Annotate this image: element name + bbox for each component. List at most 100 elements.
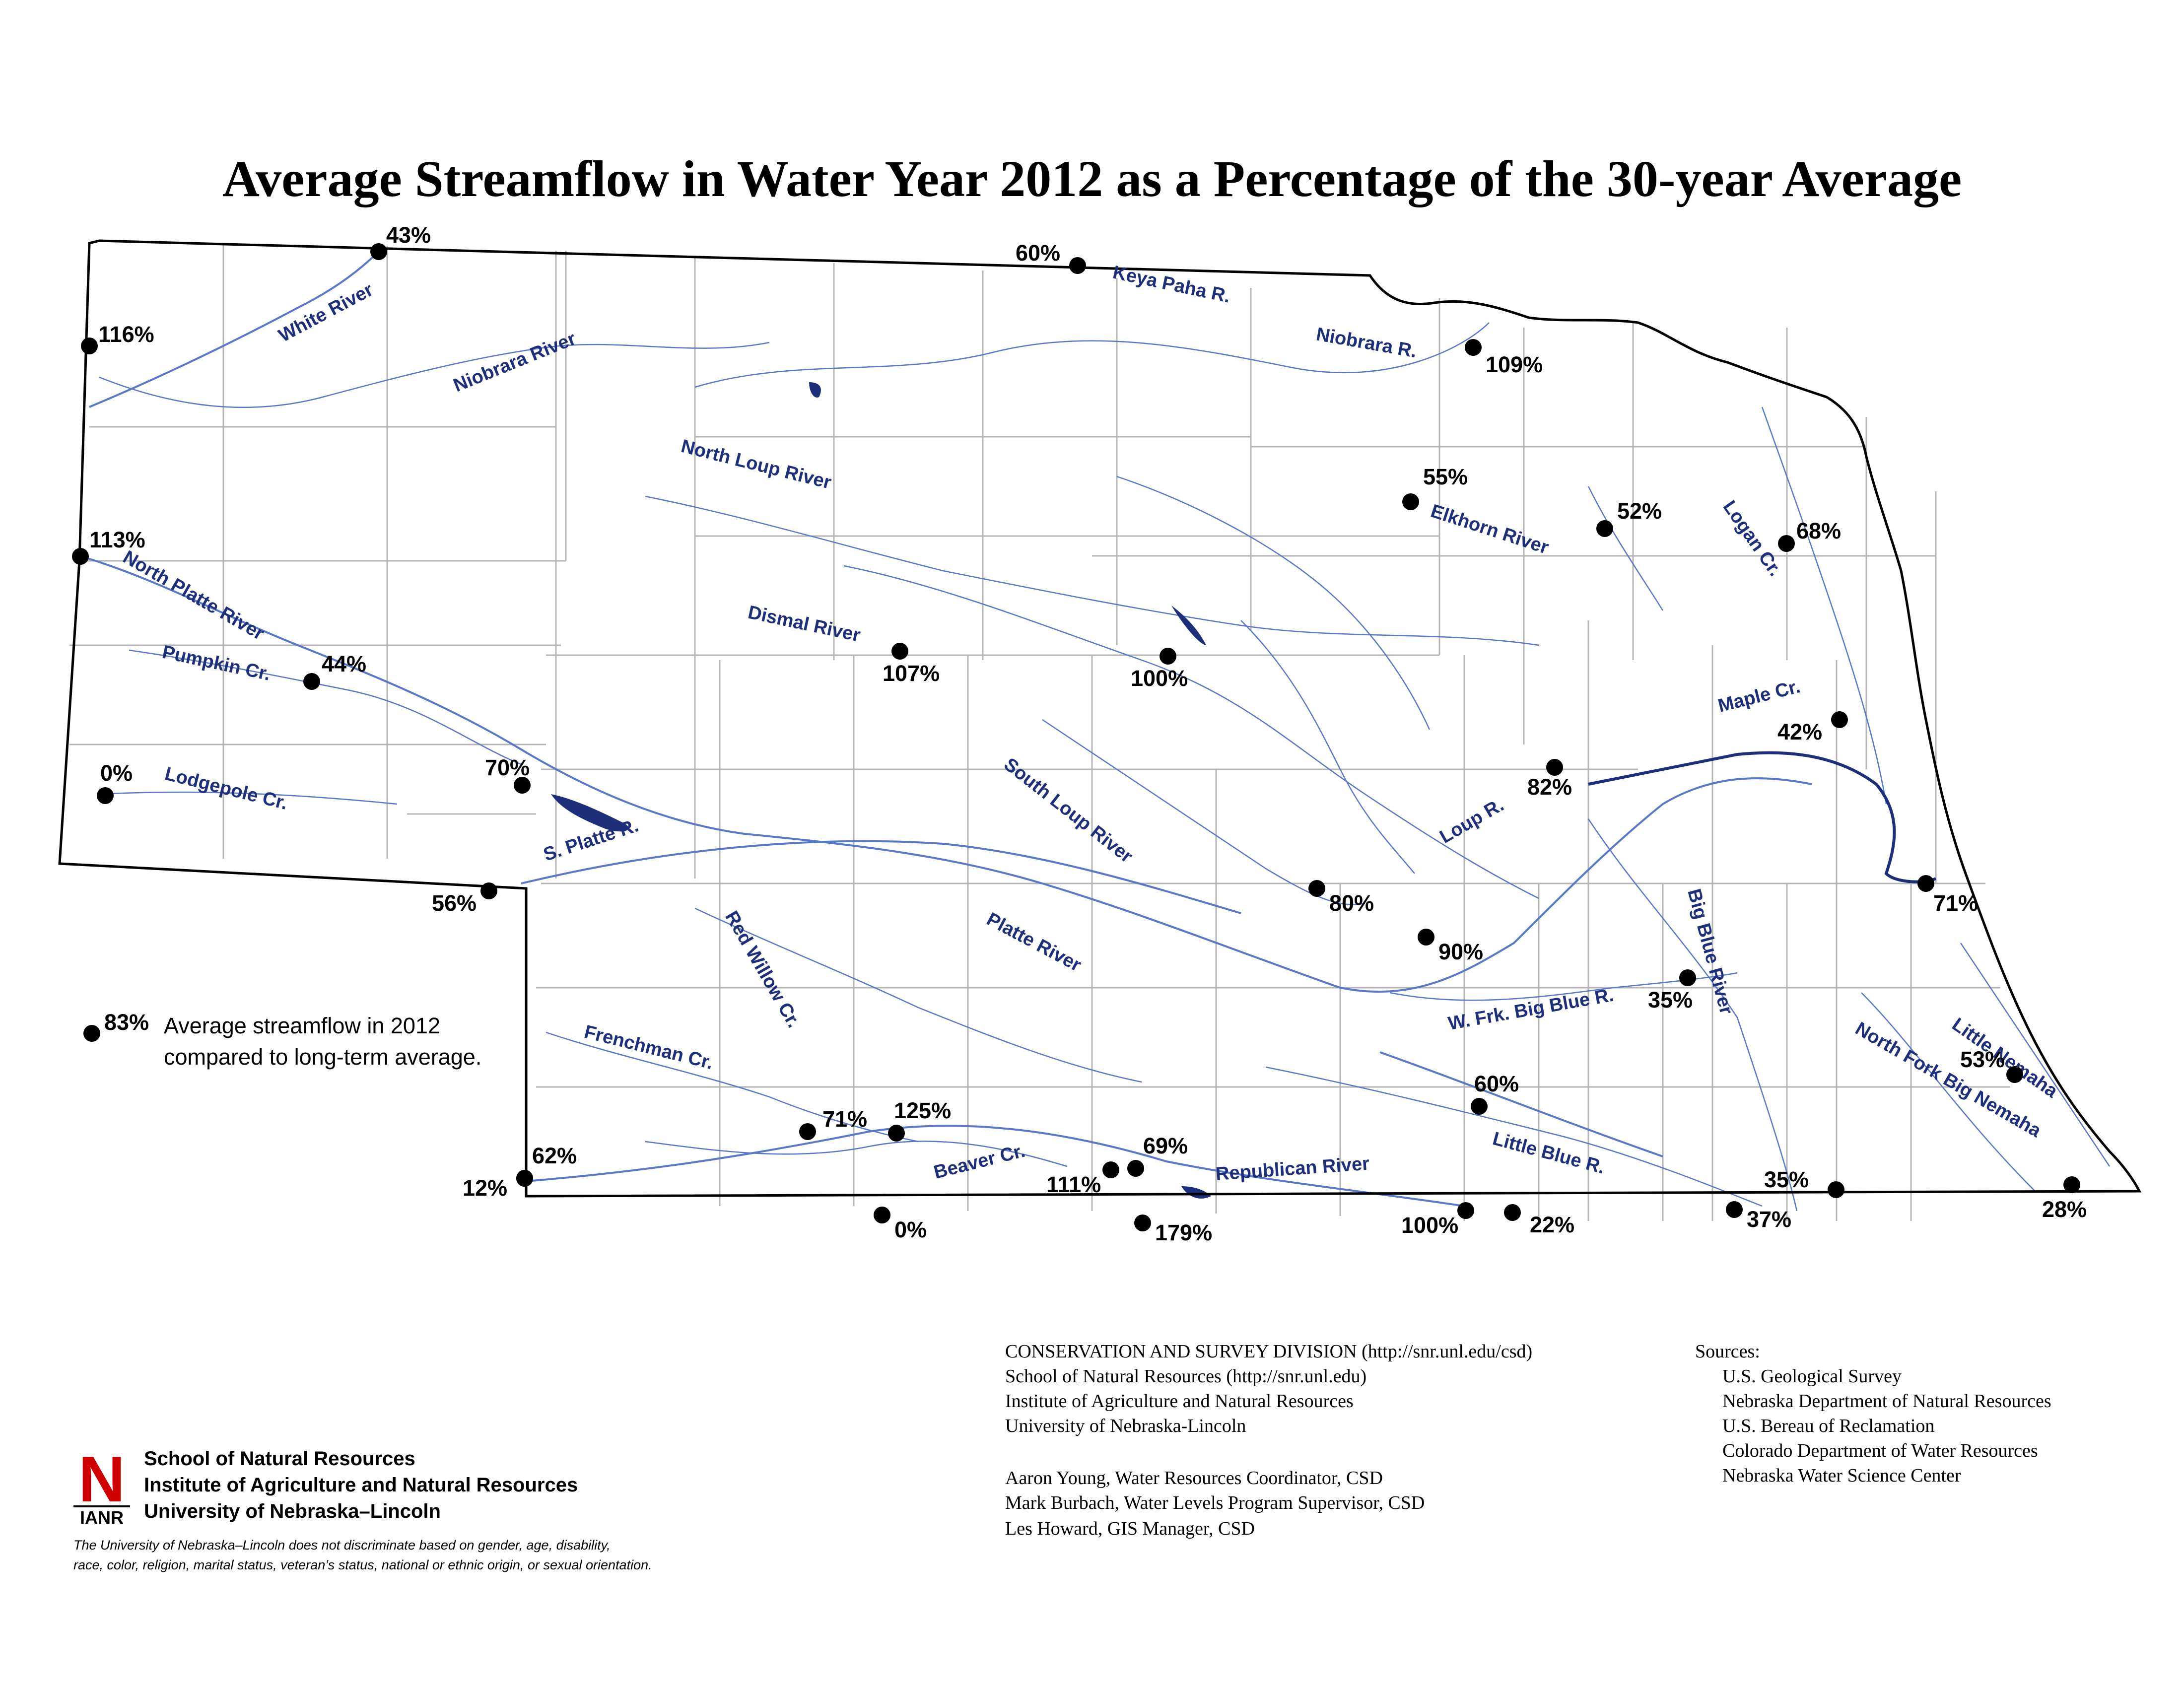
county-lines — [69, 243, 2010, 1221]
gauge-percent-label: 71% — [822, 1106, 867, 1132]
gauge-marker — [1160, 648, 1176, 665]
gauge-percent-label: 44% — [322, 651, 366, 676]
credit-person-2: Mark Burbach, Water Levels Program Super… — [1005, 1492, 1425, 1513]
gauge-niobrara-east: 109% — [1465, 339, 1543, 377]
gauge-percent-label: 0% — [894, 1217, 927, 1242]
gauge-marker — [1457, 1202, 1474, 1219]
river-label: Niobrara River — [451, 328, 579, 396]
gauge-big-blue-state: 37% — [1726, 1201, 1791, 1232]
gauge-percent-label: 82% — [1527, 774, 1572, 800]
major-rivers — [79, 247, 1937, 1207]
gauge-elkhorn-upper: 55% — [1402, 464, 1468, 510]
gauge-maple-cr: 42% — [1777, 711, 1848, 744]
gauge-north-platte-west: 113% — [72, 527, 145, 565]
gauge-south-loup: 80% — [1308, 880, 1374, 916]
gauge-percent-label: 70% — [485, 755, 530, 780]
gauge-frenchman-cr: 71% — [799, 1106, 867, 1140]
gauge-percent-label: 100% — [1401, 1213, 1458, 1238]
gauge-marker — [1679, 969, 1696, 986]
gauge-percent-label: 80% — [1329, 890, 1374, 916]
gauge-keya-paha: 60% — [1016, 240, 1086, 274]
gauge-marker — [1504, 1204, 1521, 1221]
gauge-south-platte: 56% — [432, 882, 497, 916]
river-label: North Loup River — [679, 436, 833, 493]
gauge-marker — [2006, 1066, 2023, 1083]
source-item: Nebraska Department of Natural Resources — [1722, 1391, 2051, 1412]
credit-university: University of Nebraska-Lincoln — [1005, 1416, 1246, 1436]
gauge-percent-label: 125% — [894, 1098, 951, 1123]
gauge-percent-label: 28% — [2042, 1197, 2087, 1222]
gauge-marker — [891, 643, 908, 660]
gauge-dismal-river: 107% — [883, 643, 940, 686]
river-label: Beaver Cr. — [932, 1140, 1027, 1183]
gauge-marker — [1778, 535, 1795, 552]
gauge-marker — [81, 338, 98, 354]
gauge-marker — [516, 1170, 533, 1187]
river-label: Red Willow Cr. — [721, 908, 804, 1031]
river-label: Keya Paha R. — [1111, 262, 1232, 307]
gauge-marker — [888, 1125, 905, 1142]
river-label: Niobrara R. — [1314, 324, 1418, 362]
gauge-elkhorn-mid: 52% — [1596, 498, 1662, 537]
gauge-lodgepole-cr: 0% — [97, 760, 133, 804]
river-label: Lodgepole Cr. — [163, 763, 290, 814]
gauge-republican-mid: 69% — [1127, 1133, 1188, 1177]
river-label: White River — [275, 279, 377, 346]
gauge-republican-west-low: 12% — [463, 1170, 533, 1201]
gauge-little-blue-upper: 60% — [1471, 1071, 1519, 1115]
institution-line-2: Institute of Agriculture and Natural Res… — [144, 1474, 578, 1496]
sources-heading: Sources: — [1695, 1341, 1760, 1362]
gauge-percent-label: 179% — [1155, 1220, 1212, 1245]
credit-school: School of Natural Resources (http://snr.… — [1005, 1366, 1366, 1387]
gauge-percent-label: 116% — [98, 322, 154, 347]
disclaimer-line-2: race, color, religion, marital status, v… — [73, 1557, 652, 1572]
river-label: Dismal River — [746, 602, 862, 646]
gauge-marker — [1917, 875, 1934, 892]
legend-line-2: compared to long-term average. — [164, 1044, 481, 1070]
institution-line-1: School of Natural Resources — [144, 1448, 415, 1470]
institution-block: N IANR School of Natural Resources Insti… — [73, 1443, 652, 1572]
gauge-percent-label: 53% — [1960, 1047, 2005, 1072]
gauge-percent-label: 35% — [1648, 987, 1693, 1013]
legend-line-1: Average streamflow in 2012 — [164, 1013, 440, 1038]
river-label: Republican River — [1215, 1153, 1370, 1185]
gauge-marker — [303, 673, 320, 690]
gauge-platte-river: 90% — [1418, 929, 1483, 964]
source-item: U.S. Geological Survey — [1722, 1366, 1902, 1387]
gauge-marker — [72, 548, 89, 565]
source-item: U.S. Bereau of Reclamation — [1722, 1416, 1934, 1436]
gauge-loup-river: 82% — [1527, 759, 1572, 800]
logo-letter: N — [78, 1443, 125, 1515]
gauge-marker — [1308, 880, 1325, 897]
gauge-logan-cr: 68% — [1778, 518, 1841, 552]
disclaimer-line-1: The University of Nebraska–Lincoln does … — [73, 1538, 611, 1553]
river-label: W. Frk. Big Blue R. — [1446, 985, 1615, 1034]
gauge-pumpkin-cr: 44% — [303, 651, 366, 690]
gauge-percent-label: 69% — [1143, 1133, 1188, 1158]
legend-sample-value: 83% — [104, 1010, 149, 1035]
gauge-marker — [874, 1207, 890, 1223]
institution-line-3: University of Nebraska–Lincoln — [144, 1500, 441, 1522]
gauge-percent-label: 12% — [463, 1175, 507, 1201]
gauge-marker — [514, 777, 531, 794]
gauge-marker — [1828, 1181, 1844, 1198]
gauge-north-platte-mid: 70% — [485, 755, 531, 794]
gauge-marker — [1596, 520, 1613, 537]
gauge-little-blue-lower: 100% — [1401, 1202, 1474, 1238]
gauge-marker — [97, 787, 114, 804]
gauge-percent-label: 71% — [1933, 890, 1978, 916]
gauge-percent-label: 109% — [1486, 352, 1543, 377]
source-item: Colorado Department of Water Resources — [1722, 1440, 2038, 1461]
gauge-republican-lower: 179% — [1134, 1215, 1212, 1245]
gauge-percent-label: 113% — [89, 527, 145, 552]
credits: CONSERVATION AND SURVEY DIVISION (http:/… — [1005, 1341, 1532, 1539]
source-item: Nebraska Water Science Center — [1722, 1465, 1961, 1486]
gauge-percent-label: 107% — [883, 661, 940, 686]
gauge-percent-label: 43% — [386, 222, 431, 248]
legend: 83% Average streamflow in 2012 compared … — [83, 1010, 481, 1070]
gauge-big-blue: 35% — [1648, 969, 1696, 1013]
river-label: Logan Cr. — [1719, 497, 1786, 580]
gauge-marker — [1134, 1215, 1151, 1231]
gauge-layer: 43% 116% 113% 44% 0% 70% 56% 60% 109% 55% 52% 68% 10… — [72, 222, 2087, 1245]
